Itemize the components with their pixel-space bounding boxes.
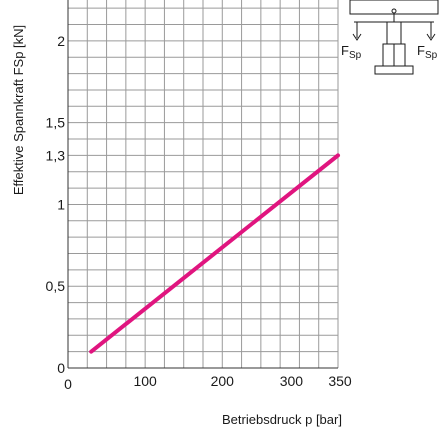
x-tick-label: 100 xyxy=(133,373,157,389)
y-tick-label: 0 xyxy=(57,360,65,376)
series-group xyxy=(89,153,340,354)
clamp-arrow-right-head xyxy=(426,33,436,41)
y-tick-label: 0,5 xyxy=(46,278,66,294)
y-tick-label: 1,3 xyxy=(46,147,66,163)
grid xyxy=(68,0,339,368)
y-tick-label: 1,5 xyxy=(46,115,66,131)
clamp-diagram-inset xyxy=(349,0,439,75)
axes xyxy=(67,0,338,369)
x-tick-label: 300 xyxy=(280,373,304,389)
x-tick-labels: 0 100 200 300 350 xyxy=(64,373,352,392)
x-tick-label: 0 xyxy=(64,376,72,392)
y-tick-label: 2 xyxy=(57,33,65,49)
clamp-arrow-left-head xyxy=(352,33,362,41)
clamp-pivot xyxy=(391,8,397,14)
y-tick-label: 1 xyxy=(57,196,65,212)
x-tick-label: 350 xyxy=(328,373,352,389)
clamp-piston xyxy=(386,21,402,45)
y-tick-labels: 0 0,5 1 1,3 1,5 2 xyxy=(46,33,66,376)
series-line xyxy=(89,153,340,354)
y-axis-label: Effektive Spannkraft FSp [kN] xyxy=(11,25,26,195)
clamp-base xyxy=(374,65,414,75)
x-tick-label: 200 xyxy=(211,373,235,389)
x-axis-label: Betriebsdruck p [bar] xyxy=(222,412,342,427)
inset-label-left: FSp xyxy=(341,43,362,61)
inset-label-right: FSp xyxy=(417,43,438,61)
